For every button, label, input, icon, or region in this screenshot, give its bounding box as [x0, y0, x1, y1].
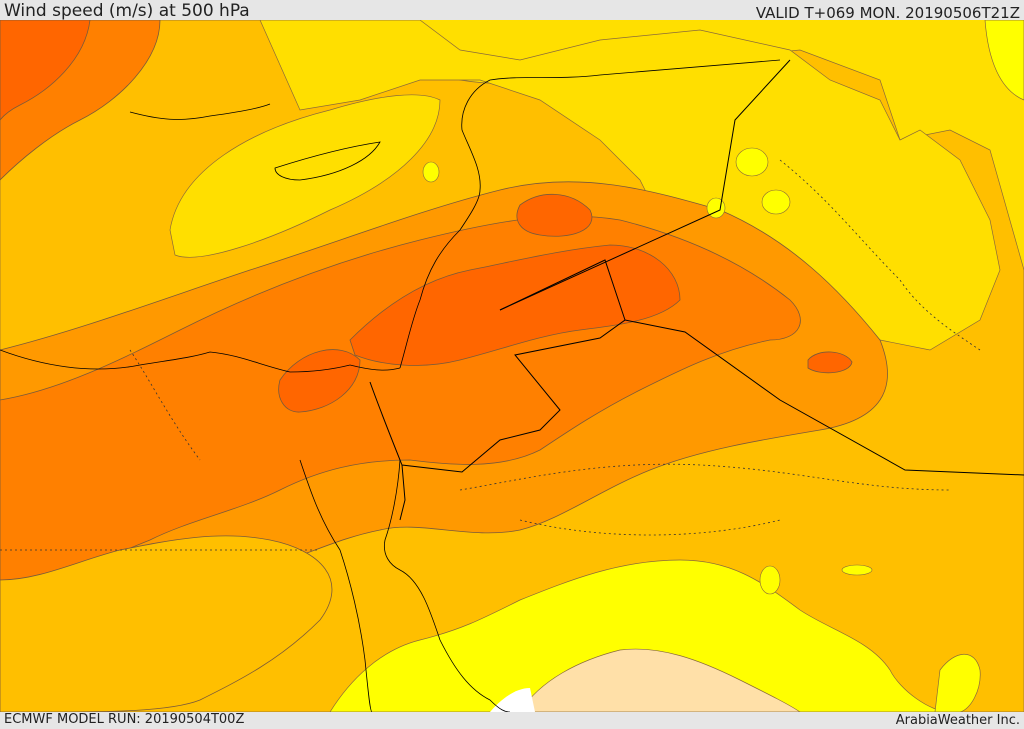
valid-time: VALID T+069 MON. 20190506T21Z: [755, 4, 1020, 22]
spot-lowest-1: [735, 147, 769, 177]
core-highest-small-east: [807, 351, 853, 374]
title-bar: Wind speed (m/s) at 500 hPa VALID T+069 …: [0, 0, 1024, 22]
spot-lowest-5: [759, 565, 781, 595]
core-highest-north-east: [516, 193, 593, 237]
spot-lowest-3: [706, 197, 726, 219]
patch-lowest-east: [934, 654, 981, 712]
map-title: Wind speed (m/s) at 500 hPa: [4, 1, 250, 21]
core-highest-northwest: [0, 20, 91, 121]
credit: ArabiaWeather Inc.: [895, 713, 1020, 728]
lobe-medium-southwest: [0, 535, 333, 712]
country-borders: [369, 59, 1024, 521]
model-run: ECMWF MODEL RUN: 20190504T00Z: [4, 712, 245, 727]
coastlines: [0, 59, 781, 712]
area-low-north: [259, 20, 1001, 351]
internal-boundaries: [0, 159, 981, 551]
spot-lowest-4: [422, 161, 440, 183]
patch-no-data: [490, 688, 535, 712]
lobe-low-mediterranean: [169, 94, 441, 258]
patch-sea-edge: [519, 648, 801, 712]
core-highest-levant: [349, 244, 681, 366]
area-lowest-south: [329, 559, 951, 712]
spot-lowest-2: [761, 189, 791, 215]
spot-lowest-6: [841, 564, 873, 576]
footer-bar: ECMWF MODEL RUN: 20190504T00Z ArabiaWeat…: [0, 712, 1024, 729]
wind-speed-map: [0, 20, 1024, 712]
core-highest-coast: [278, 349, 361, 413]
